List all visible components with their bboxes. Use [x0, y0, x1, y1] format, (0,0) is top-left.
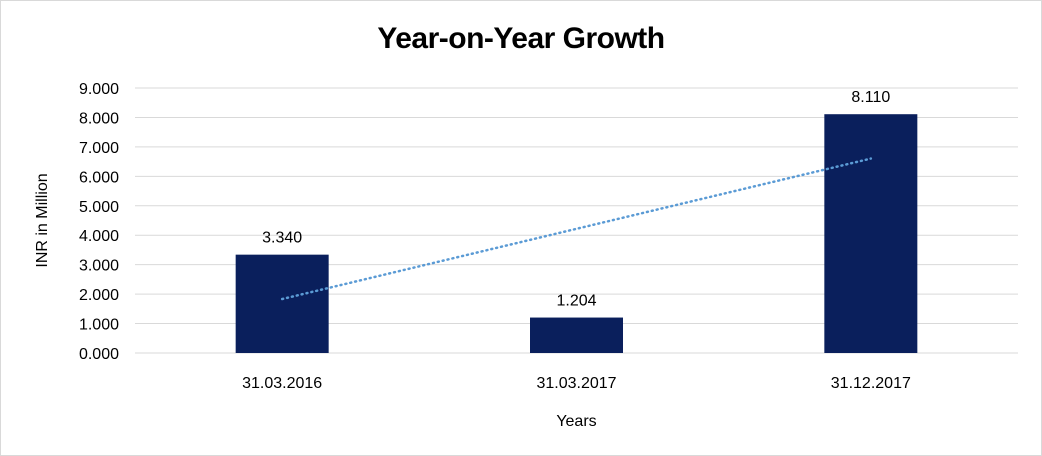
trendline: [280, 157, 873, 301]
y-axis-title: INR in Million: [34, 173, 51, 267]
y-tick-label: 1.000: [79, 317, 119, 334]
y-tick-label: 5.000: [79, 199, 119, 216]
x-axis-title: Years: [556, 413, 596, 430]
bar: [235, 254, 329, 353]
data-labels: 3.340 1.204 8.110: [262, 89, 890, 309]
x-axis-categories: 31.03.2016 31.03.2017 31.12.2017: [242, 375, 911, 392]
data-label: 1.204: [556, 293, 596, 310]
bars: [235, 114, 918, 353]
y-tick-label: 7.000: [79, 140, 119, 157]
bar: [824, 114, 918, 353]
y-tick-label: 8.000: [79, 110, 119, 127]
y-tick-label: 0.000: [79, 346, 119, 363]
x-category-label: 31.03.2017: [536, 375, 616, 392]
y-tick-label: 9.000: [79, 81, 119, 98]
bar: [530, 317, 623, 353]
chart-title: Year-on-Year Growth: [377, 22, 665, 55]
data-label: 8.110: [851, 89, 890, 106]
y-tick-label: 3.000: [79, 258, 119, 275]
y-tick-label: 6.000: [79, 169, 119, 186]
y-axis-ticks: 0.000 1.000 2.000 3.000 4.000 5.000 6.000 7.000…: [79, 81, 119, 363]
trendline-path: [280, 157, 873, 301]
y-tick-label: 4.000: [79, 228, 119, 245]
data-label: 3.340: [262, 230, 302, 247]
x-category-label: 31.12.2017: [831, 375, 911, 392]
x-category-label: 31.03.2016: [242, 375, 322, 392]
y-tick-label: 2.000: [79, 287, 119, 304]
